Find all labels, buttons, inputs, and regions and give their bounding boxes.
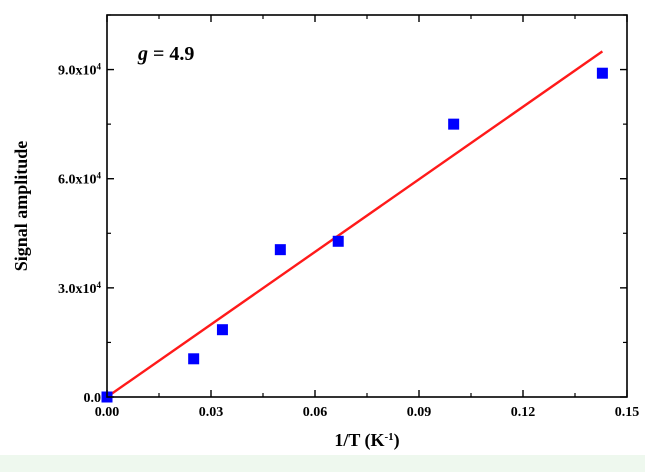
data-point <box>332 235 344 247</box>
y-tick-mantissa: 6.0x10 <box>58 173 97 188</box>
y-tick-label: 3.0x104 <box>58 280 102 297</box>
y-tick-label: 9.0x104 <box>58 62 102 79</box>
plot-frame <box>106 14 628 398</box>
data-points <box>101 67 608 403</box>
data-point <box>274 244 286 256</box>
x-tick-label: 0.06 <box>303 405 328 420</box>
g-variable: g <box>137 43 148 65</box>
y-tick-label: 0.0 <box>84 391 102 406</box>
x-tick-label: 0.09 <box>407 405 432 420</box>
x-tick-label: 0.03 <box>199 405 224 420</box>
y-tick-exponent: 4 <box>97 280 102 290</box>
y-tick-exponent: 4 <box>97 62 102 72</box>
y-tick-exponent: 4 <box>97 171 102 181</box>
x-axis-title-close: ) <box>394 430 400 451</box>
linear-fit-line <box>106 50 604 398</box>
g-value-annotation: g = 4.9 <box>137 43 194 65</box>
g-value: = 4.9 <box>148 43 194 65</box>
y-tick-mantissa: 0.0 <box>84 391 102 406</box>
x-axis-title: 1/T (K-1) <box>334 430 399 451</box>
x-tick-label: 0.15 <box>615 405 640 420</box>
x-axis-title-main: 1/T (K <box>334 430 384 451</box>
data-point <box>596 67 608 79</box>
y-axis-title: Signal amplitude <box>11 141 31 272</box>
x-tick-labels: 0.00 0.03 0.06 0.09 0.12 0.15 <box>95 405 640 420</box>
y-tick-mantissa: 9.0x10 <box>58 64 97 79</box>
bottom-band <box>0 455 645 472</box>
x-tick-label: 0.00 <box>95 405 120 420</box>
y-tick-mantissa: 3.0x10 <box>58 282 97 297</box>
data-point <box>448 118 460 130</box>
x-tick-label: 0.12 <box>511 405 536 420</box>
tick-marks <box>106 14 628 398</box>
data-point <box>216 324 228 336</box>
x-axis-title-sup: -1 <box>385 431 394 443</box>
data-point <box>188 353 200 365</box>
fit-line-layer <box>106 50 604 398</box>
y-tick-label: 6.0x104 <box>58 171 102 188</box>
